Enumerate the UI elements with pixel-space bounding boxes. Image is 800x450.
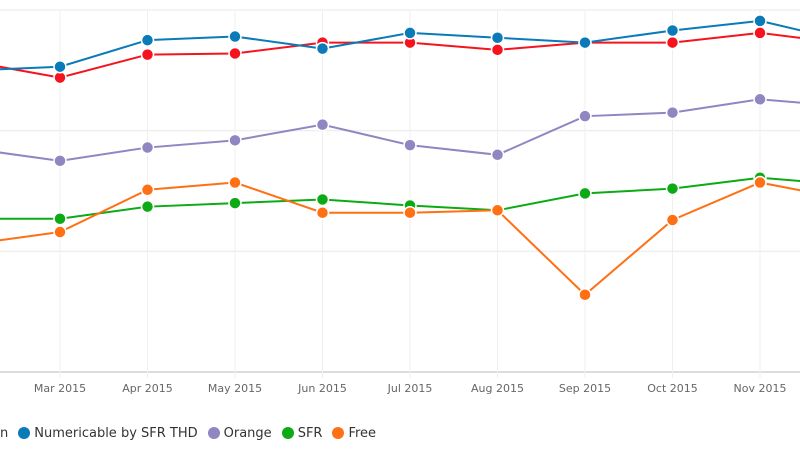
series-numericable-by-sfr-thd — [0, 14, 800, 74]
line-chart: Mar 2015 Apr 2015 May 2015 Jun 2015 Jul 2015… — [0, 9, 800, 395]
legend-item[interactable]: SFR — [281, 425, 323, 441]
data-point — [140, 47, 155, 62]
data-point — [403, 205, 417, 220]
data-point — [753, 26, 767, 40]
x-tick-label: Apr 2015 — [122, 382, 173, 395]
series-free — [0, 175, 800, 302]
data-point — [53, 59, 67, 74]
data-point — [140, 140, 155, 155]
data-point — [315, 117, 330, 132]
data-point — [140, 183, 155, 197]
data-point — [490, 43, 505, 57]
data-point — [490, 148, 505, 162]
x-tick-label: May 2015 — [208, 382, 262, 395]
x-tick-label: Aug 2015 — [471, 382, 524, 395]
legend-label: Numericable by SFR THD — [34, 425, 198, 441]
data-point — [315, 41, 330, 56]
legend-label: SFR — [297, 425, 323, 441]
data-point — [403, 138, 417, 152]
x-tick-label: Oct 2015 — [647, 382, 698, 395]
data-point — [665, 35, 680, 50]
legend: n Numericable by SFR THD Orange SFR Free — [0, 424, 386, 442]
data-point — [228, 46, 242, 61]
data-point — [228, 29, 242, 44]
legend-item[interactable]: n — [0, 426, 8, 441]
x-tick-label: Jul 2015 — [387, 382, 433, 395]
data-point — [753, 92, 767, 107]
data-point — [228, 196, 242, 210]
data-point — [665, 23, 680, 38]
legend-item[interactable]: Free — [332, 426, 376, 441]
series-line — [0, 31, 800, 79]
x-axis-ticks: Mar 2015 Apr 2015 May 2015 Jun 2015 Jul 2015… — [34, 382, 787, 395]
data-point — [578, 186, 592, 201]
data-point — [578, 288, 592, 302]
data-point — [665, 181, 680, 196]
data-point — [140, 199, 155, 214]
data-point — [53, 212, 67, 226]
x-tick-label: Sep 2015 — [559, 382, 611, 395]
data-point — [665, 105, 680, 120]
legend-item[interactable]: Numericable by SFR THD — [18, 425, 198, 441]
data-point — [315, 205, 330, 220]
legend-label: Free — [348, 425, 377, 441]
data-point — [578, 109, 592, 123]
x-tick-label: Mar 2015 — [34, 382, 86, 395]
data-point — [403, 26, 417, 40]
series-line — [0, 181, 800, 297]
data-point — [140, 33, 155, 47]
data-point — [753, 175, 767, 190]
legend-label: n — [0, 425, 9, 441]
series-orange — [0, 92, 800, 168]
data-point — [665, 213, 680, 227]
data-point — [753, 14, 767, 28]
grid — [0, 9, 800, 378]
data-point — [490, 31, 505, 45]
x-tick-label: Jun 2015 — [297, 382, 347, 395]
legend-item[interactable]: Orange — [207, 425, 272, 441]
data-point — [578, 35, 592, 50]
data-point — [490, 203, 505, 218]
data-point — [315, 192, 330, 207]
series-line — [0, 19, 800, 71]
data-point — [53, 225, 67, 239]
data-point — [53, 154, 67, 168]
x-tick-label: Nov 2015 — [734, 382, 787, 395]
legend-dot-icon — [207, 427, 220, 439]
legend-label: Orange — [223, 425, 272, 441]
legend-dot-icon — [18, 427, 31, 439]
legend-dot-icon — [281, 427, 294, 439]
data-point — [228, 175, 242, 190]
data-point — [228, 133, 242, 148]
series-group — [0, 14, 800, 302]
legend-dot-icon — [332, 427, 345, 439]
